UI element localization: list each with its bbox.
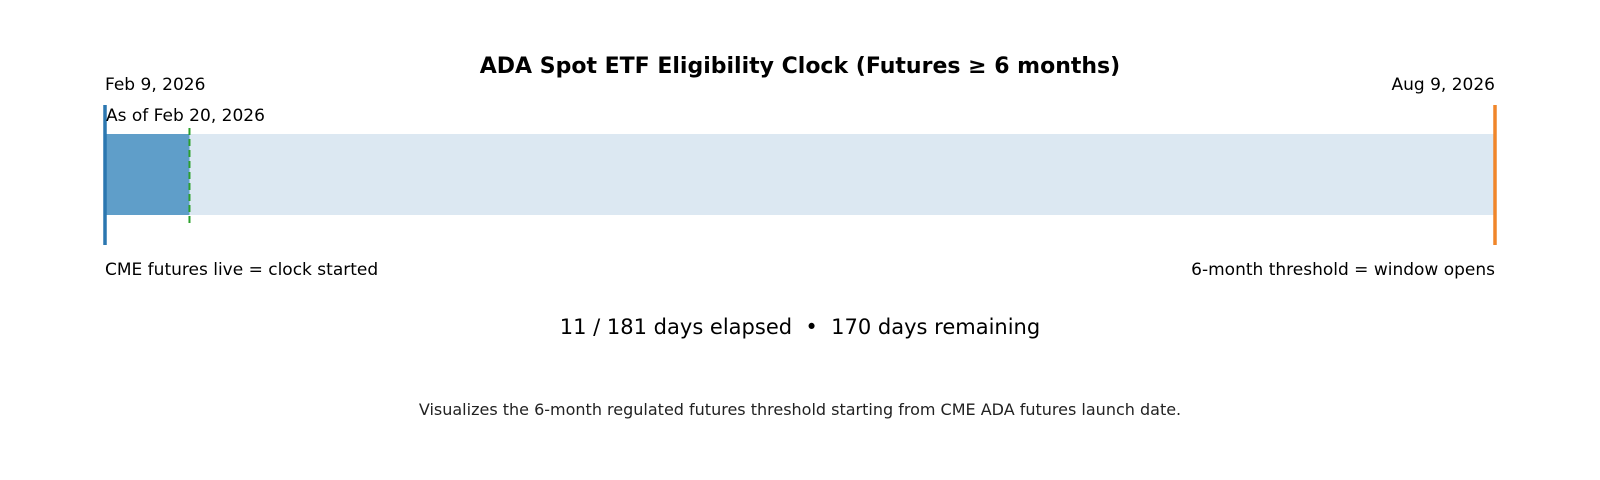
footnote: Visualizes the 6-month regulated futures… — [419, 400, 1181, 419]
end-date-label: Aug 9, 2026 — [1392, 75, 1496, 95]
chart-title: ADA Spot ETF Eligibility Clock (Futures … — [480, 54, 1120, 79]
start-caption: CME futures live = clock started — [105, 260, 378, 280]
as-of-label: As of Feb 20, 2026 — [106, 106, 265, 126]
progress-summary: 11 / 181 days elapsed • 170 days remaini… — [560, 315, 1040, 339]
end-caption: 6-month threshold = window opens — [1191, 260, 1495, 280]
remaining-bar — [105, 134, 1495, 215]
elapsed-bar — [105, 134, 190, 215]
start-date-label: Feb 9, 2026 — [105, 75, 205, 95]
